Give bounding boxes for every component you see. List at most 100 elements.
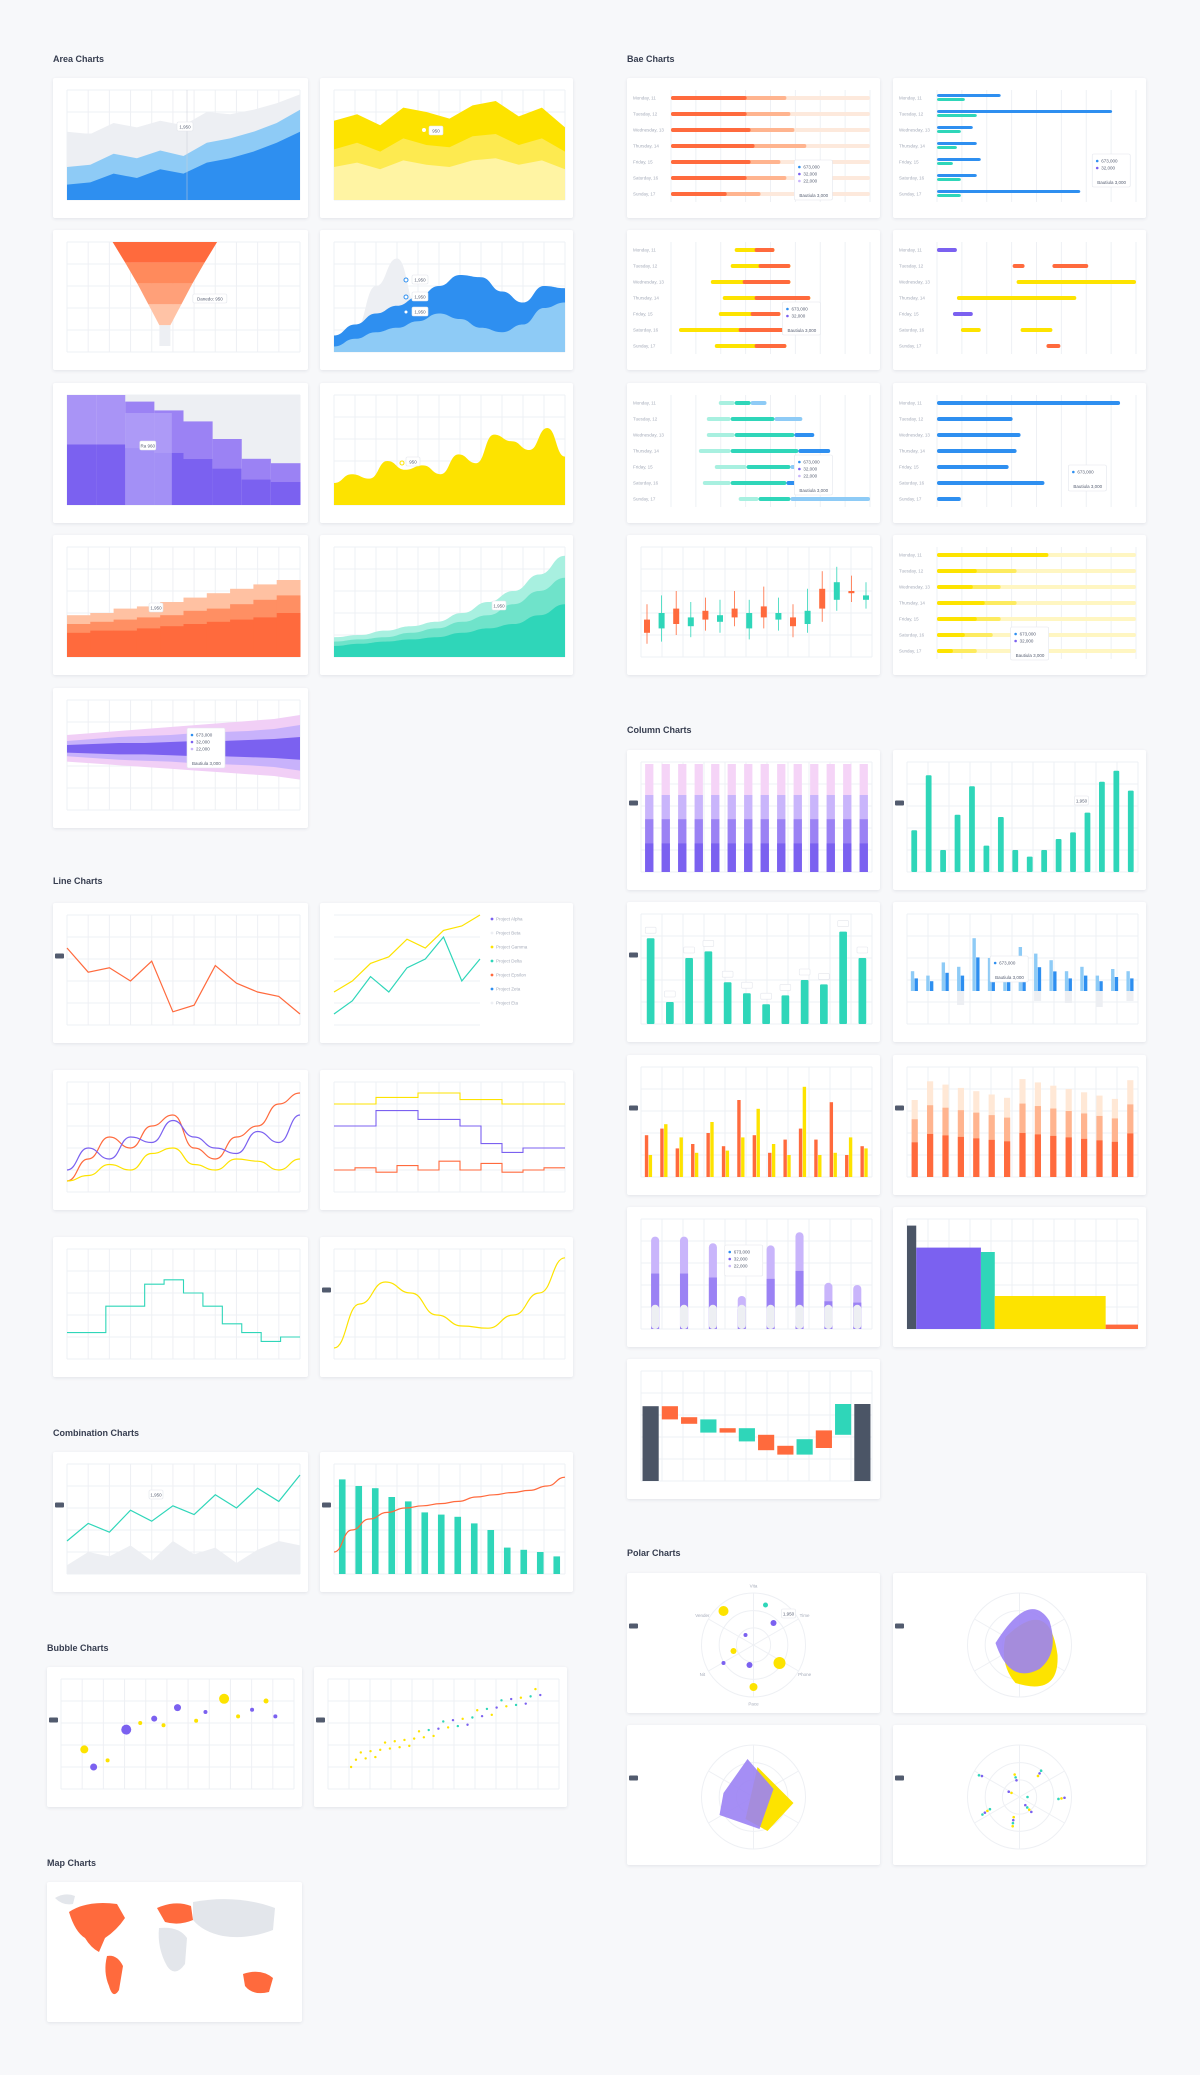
scatter-point [359, 1751, 363, 1754]
bar-category-label: Tuesday, 12 [899, 264, 924, 269]
map-chart [47, 1882, 302, 2022]
bar [706, 433, 735, 437]
bar-category-label: Saturday, 16 [899, 633, 925, 638]
column [820, 984, 828, 1024]
tooltip-dot [798, 172, 801, 176]
bar-category-label: Friday, 15 [899, 465, 919, 470]
step-line [334, 1160, 565, 1173]
bar-chart-3: Monday, 11 Tuesday, 12 Wednesday, 13 Thursd… [627, 230, 880, 370]
bar-category-label: Friday, 15 [899, 312, 919, 317]
column [1012, 850, 1019, 872]
bar-category-label: Saturday, 16 [633, 328, 659, 333]
column [503, 1547, 511, 1574]
waterfall-step [777, 1445, 794, 1455]
hover-point [421, 127, 427, 133]
bar-category-label: Sunday, 17 [899, 497, 922, 502]
candle-body [644, 619, 650, 633]
waterfall-step [700, 1419, 717, 1433]
column [910, 971, 915, 991]
column [1084, 812, 1091, 872]
column-segment [777, 843, 786, 872]
bar [754, 248, 775, 252]
column [1053, 971, 1057, 991]
bar-category-label: Sunday, 17 [633, 497, 656, 502]
y-axis-badge [322, 1287, 331, 1293]
bar [1016, 280, 1136, 284]
column [1130, 978, 1134, 991]
bar-chart-1: Monday, 11 Tuesday, 12 Wednesday, 13 Thursd… [627, 78, 880, 218]
tooltip-row: 32,000 [196, 740, 210, 745]
bar-category-label: Sunday, 17 [899, 344, 922, 349]
bar [734, 401, 751, 405]
bar [738, 328, 791, 332]
bar [1020, 328, 1053, 332]
scatter-point [349, 1765, 353, 1769]
column [839, 931, 847, 1024]
bar-category-label: Thursday, 14 [899, 449, 925, 454]
y-axis-badge [895, 1105, 904, 1111]
polar-point [1057, 1797, 1060, 1801]
y-axis-badge [322, 1502, 331, 1508]
scatter-point [505, 1705, 508, 1708]
column [800, 980, 809, 1024]
column-base [651, 1304, 660, 1329]
bubble [219, 1693, 230, 1704]
bar [671, 96, 747, 100]
polar-axis-label: Vita [750, 1584, 758, 1589]
bubble [250, 1707, 255, 1712]
candle-body [775, 613, 782, 620]
area-4-tooltip-text: 1,950 [414, 294, 426, 299]
column-segment [694, 843, 703, 872]
bar-category-label: Sunday, 17 [633, 344, 656, 349]
column-segment [793, 843, 802, 872]
column-chart-1 [627, 750, 880, 890]
polar-point [980, 1774, 984, 1778]
line-series [333, 914, 481, 993]
column-base [824, 1304, 833, 1329]
area-chart-2-svg: 950 [333, 89, 566, 201]
bar-category-label: Monday, 11 [899, 401, 922, 406]
polar-bubble [718, 1606, 729, 1616]
column [762, 1004, 770, 1024]
column-segment [1019, 1132, 1026, 1177]
column-chart-8 [893, 1207, 1146, 1347]
polar-point [1024, 1803, 1027, 1807]
legend-dot [490, 1001, 494, 1005]
area-chart-7-svg: 1,950 [66, 546, 301, 658]
scatter-point [364, 1757, 367, 1760]
column-chart-1-svg [629, 761, 873, 873]
waterfall-chart [627, 1359, 880, 1499]
bubble [90, 1763, 98, 1771]
funnel-segment [148, 304, 182, 326]
tooltip-dot [728, 1264, 732, 1268]
map-chart-svg [55, 1894, 275, 1995]
bar [671, 176, 747, 180]
polar-bubble [770, 1620, 777, 1626]
bar-chart-3-tooltip [782, 301, 821, 336]
combination-chart-2-svg [322, 1463, 566, 1575]
bar [937, 126, 973, 129]
candle-body [790, 617, 796, 627]
column [858, 958, 867, 1024]
tooltip-row: 22,000 [196, 747, 210, 752]
column-chart-4: 673,000 Bautiula 3,000 [893, 902, 1146, 1042]
tooltip-dot [1095, 166, 1099, 170]
column-segment [988, 1139, 995, 1177]
scatter-point [476, 1709, 479, 1712]
column [798, 1128, 803, 1177]
bar [671, 192, 727, 196]
bar [671, 160, 751, 164]
column-segment [973, 1138, 980, 1177]
tooltip-row: 22,000 [734, 1264, 748, 1269]
column [1095, 975, 1100, 991]
column [666, 1002, 674, 1024]
column [520, 1549, 528, 1574]
column [969, 786, 975, 872]
area-series [334, 428, 565, 505]
column [664, 1124, 668, 1177]
polar-chart-2 [893, 1573, 1146, 1713]
legend-dot [490, 973, 494, 977]
area-chart-5: Ra 960 [53, 383, 308, 523]
waterfall-chart-svg [640, 1370, 873, 1482]
column-segment [1004, 1141, 1011, 1177]
